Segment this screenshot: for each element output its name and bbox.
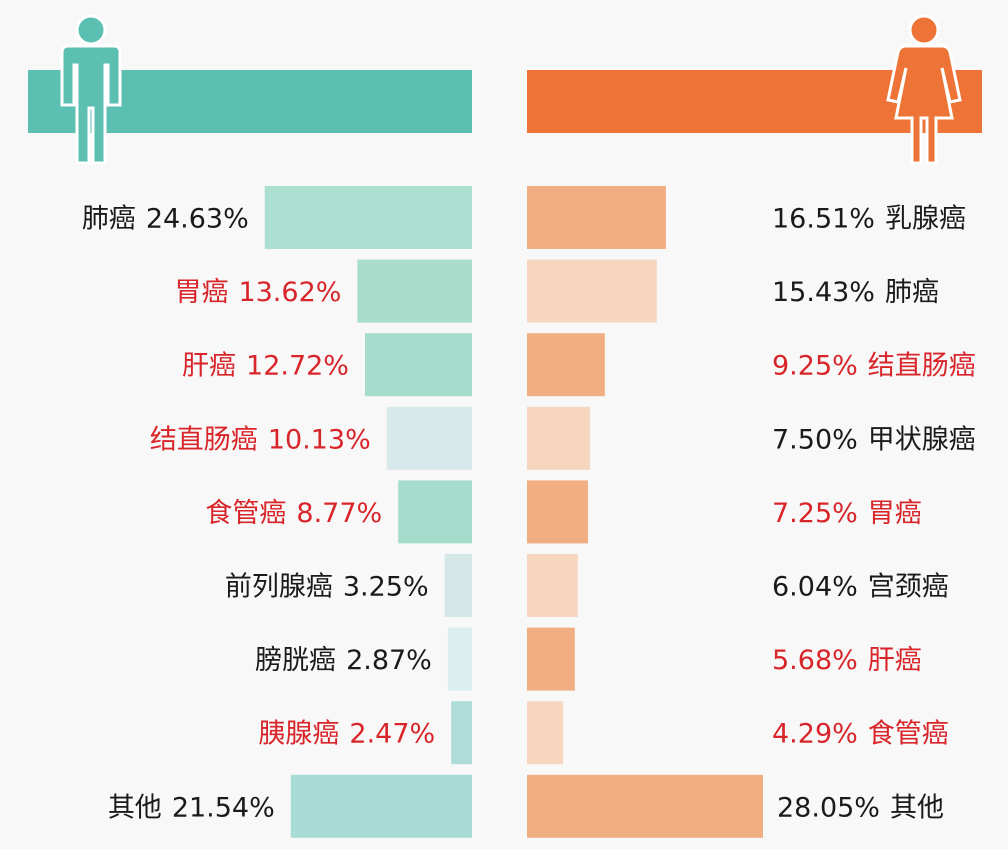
female-bar-label: 9.25% 结直肠癌: [772, 351, 976, 382]
male-bar: [444, 554, 472, 617]
female-value-label: 6.04%: [772, 572, 858, 603]
male-value-label: 21.54%: [172, 792, 275, 823]
female-bar: [527, 333, 605, 397]
male-icon: [60, 14, 122, 165]
male-category: 肝癌: [182, 351, 236, 382]
female-value-label: 28.05%: [777, 792, 880, 823]
female-category: 肺癌: [885, 277, 939, 308]
female-value-label: 9.25%: [772, 351, 858, 382]
male-category: 肺癌: [82, 204, 136, 235]
male-bar: [451, 701, 472, 765]
female-bar-label: 7.25% 胃癌: [772, 498, 922, 529]
female-bar-label: 16.51% 乳腺癌: [772, 204, 966, 235]
female-category: 甲状腺癌: [868, 424, 976, 455]
female-bar: [527, 259, 657, 323]
male-category: 食管癌: [205, 498, 286, 529]
male-bars: 肺癌 24.63% 胃癌 13.62% 肝癌 12.72% 结直肠癌 10.13% 食管癌 8.7…: [82, 186, 472, 838]
male-bar-label: 其他 21.54%: [108, 792, 275, 823]
male-value-label: 2.47%: [349, 719, 435, 750]
male-category: 前列腺癌: [225, 572, 333, 603]
male-value-label: 3.25%: [343, 572, 429, 603]
male-value-label: 12.72%: [246, 351, 349, 382]
female-value-label: 5.68%: [772, 645, 858, 676]
female-icon: [886, 14, 962, 165]
male-category: 胃癌: [174, 277, 228, 308]
male-value-label: 10.13%: [268, 424, 371, 455]
female-category: 乳腺癌: [885, 204, 966, 235]
female-value-label: 7.25%: [772, 498, 858, 529]
male-bar-label: 胃癌 13.62%: [174, 277, 341, 308]
female-category: 宫颈癌: [868, 572, 949, 603]
male-bar: [447, 627, 472, 691]
female-bars: 16.51% 乳腺癌 15.43% 肺癌 9.25% 结直肠癌 7.50% 甲状腺癌 7.25%…: [527, 186, 976, 838]
female-value-label: 15.43%: [772, 277, 875, 308]
male-bar: [357, 259, 472, 323]
male-bar: [398, 480, 472, 544]
female-bar-label: 4.29% 食管癌: [772, 719, 949, 750]
female-value-label: 16.51%: [772, 204, 875, 235]
male-bar: [290, 774, 472, 838]
male-bar-label: 胰腺癌 2.47%: [258, 719, 435, 750]
male-bar-label: 肝癌 12.72%: [182, 351, 349, 382]
male-value-label: 24.63%: [146, 204, 249, 235]
female-bar: [527, 554, 578, 617]
female-bar: [527, 480, 588, 544]
male-bar: [264, 186, 472, 249]
male-category: 其他: [108, 792, 162, 823]
male-bar-label: 肺癌 24.63%: [82, 204, 249, 235]
female-bar-label: 15.43% 肺癌: [772, 277, 939, 308]
female-value-label: 7.50%: [772, 424, 858, 455]
male-bar-label: 食管癌 8.77%: [205, 498, 382, 529]
male-value-label: 8.77%: [296, 498, 382, 529]
male-category: 膀胱癌: [255, 645, 336, 676]
male-bar-label: 结直肠癌 10.13%: [150, 424, 371, 455]
male-category: 结直肠癌: [150, 424, 258, 455]
male-bar: [364, 333, 472, 397]
male-category: 胰腺癌: [258, 719, 339, 750]
female-bar: [527, 774, 763, 838]
female-bar-label: 28.05% 其他: [777, 792, 944, 823]
female-category: 食管癌: [868, 719, 949, 750]
male-value-label: 13.62%: [238, 277, 341, 308]
female-category: 结直肠癌: [868, 351, 976, 382]
male-bar-label: 前列腺癌 3.25%: [225, 572, 429, 603]
male-bar-label: 膀胱癌 2.87%: [255, 645, 432, 676]
female-bar-label: 5.68% 肝癌: [772, 645, 922, 676]
female-bar: [527, 186, 666, 249]
male-bar: [386, 406, 472, 470]
male-value-label: 2.87%: [346, 645, 432, 676]
female-bar-label: 7.50% 甲状腺癌: [772, 424, 976, 455]
female-category: 肝癌: [868, 645, 922, 676]
female-bar-label: 6.04% 宫颈癌: [772, 572, 949, 603]
female-value-label: 4.29%: [772, 719, 858, 750]
female-bar: [527, 701, 564, 765]
female-category: 胃癌: [868, 498, 922, 529]
female-bar: [527, 627, 575, 691]
female-bar: [527, 406, 591, 470]
female-category: 其他: [890, 792, 944, 823]
